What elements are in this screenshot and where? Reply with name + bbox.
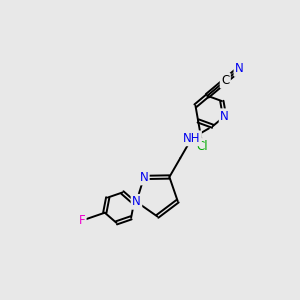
Text: C: C xyxy=(221,74,230,87)
Text: Cl: Cl xyxy=(197,140,208,152)
Text: N: N xyxy=(140,171,148,184)
Text: F: F xyxy=(79,214,85,227)
Text: N: N xyxy=(220,110,229,123)
Text: N: N xyxy=(132,195,141,208)
Text: NH: NH xyxy=(183,132,200,145)
Text: N: N xyxy=(235,62,244,75)
